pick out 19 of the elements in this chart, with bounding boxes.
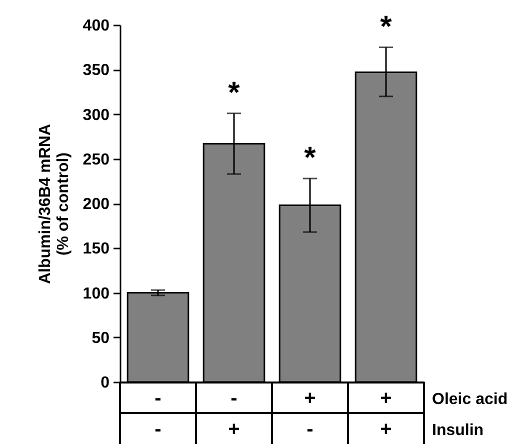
annotation: * — [228, 76, 240, 110]
text: Insulin — [432, 420, 484, 440]
x-tick-label: - + — [228, 388, 240, 440]
text: Oleic acid — [432, 390, 508, 410]
y-tick-label: 400 — [82, 18, 110, 34]
y-tick-label: 300 — [82, 106, 110, 124]
y-tick-label: 150 — [82, 240, 110, 258]
y-tick-label: 100 — [82, 285, 110, 302]
y-tick-label: 50 — [92, 330, 110, 347]
annotation: * — [304, 142, 316, 175]
x-tick-label: + + — [380, 388, 392, 440]
y-axis-title: Albumin/36B4 mRNA (% of control) — [36, 124, 72, 284]
x-tick-label: + - — [304, 388, 316, 440]
y-tick-label: 350 — [82, 62, 110, 80]
x-tick-label: - - — [154, 388, 162, 440]
y-tick-label: 200 — [82, 196, 110, 213]
y-tick-label: 0 — [100, 374, 110, 392]
y-tick-label: 250 — [82, 151, 110, 168]
annotation: * — [380, 10, 392, 44]
